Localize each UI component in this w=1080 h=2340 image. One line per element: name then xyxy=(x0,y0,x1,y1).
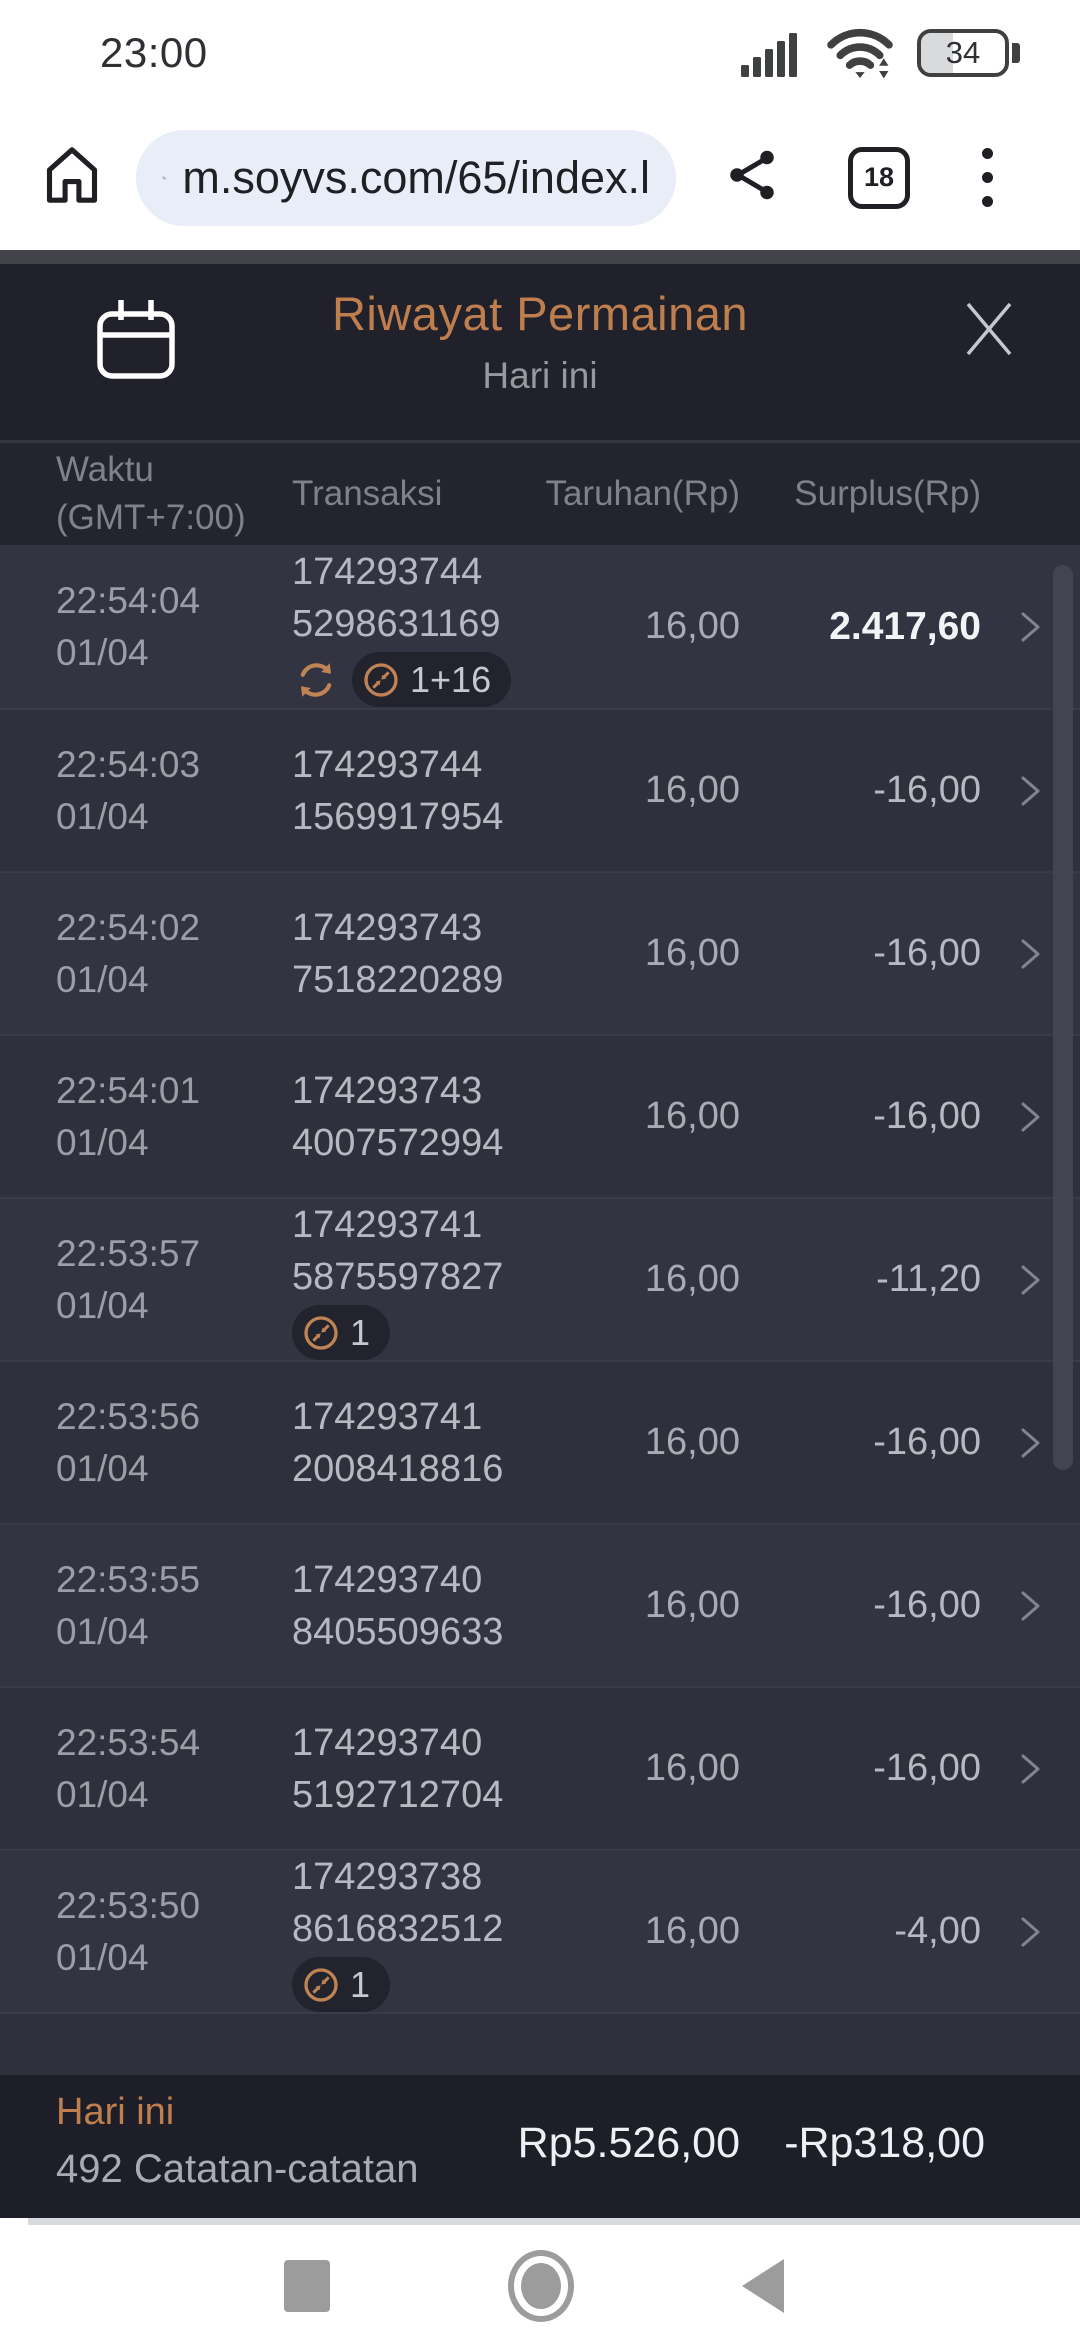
chevron-right-icon xyxy=(1021,1265,1039,1294)
chevron-right-icon xyxy=(1021,1102,1039,1131)
scrollbar-thumb[interactable] xyxy=(1053,565,1073,1470)
home-button[interactable] xyxy=(36,139,108,216)
refresh-icon xyxy=(300,662,332,697)
spin-ball-icon xyxy=(304,1315,338,1350)
android-nav-bar xyxy=(0,2225,1080,2340)
status-bar: 23:00 34 xyxy=(0,0,1080,105)
summary-total-surplus: -Rp318,00 xyxy=(784,2119,985,2167)
close-icon xyxy=(966,302,1012,356)
table-row[interactable]: 22:54:04 01/04 174293744 5298631169 xyxy=(0,545,1080,708)
table-row[interactable]: 22:53:50 01/04 174293738 8616832512 1 xyxy=(0,1849,1080,2012)
table-row[interactable]: 22:54:03 01/04 174293744 1569917954 16,00 … xyxy=(0,708,1080,871)
badge-label: 1 xyxy=(350,1963,371,2005)
spin-ball-icon xyxy=(364,662,398,697)
summary-footer: Hari ini 492 Catatan-catatan Rp5.526,00 … xyxy=(0,2075,1080,2218)
signal-icon xyxy=(741,32,797,77)
summary-record-count: 492 Catatan-catatan xyxy=(56,2147,419,2191)
freespin-badge: 1 xyxy=(292,1305,391,1360)
tab-switcher-button[interactable]: 18 xyxy=(848,146,910,209)
wifi-icon xyxy=(827,28,893,79)
freespin-badge: 1 xyxy=(292,1957,391,2012)
recents-button[interactable] xyxy=(284,2260,330,2312)
history-header: Riwayat Permainan Hari ini xyxy=(0,264,1080,440)
site-settings-icon[interactable] xyxy=(162,152,166,204)
table-row[interactable]: 22:53:57 01/04 174293741 5875597827 1 xyxy=(0,1197,1080,1360)
clock: 23:00 xyxy=(100,28,208,76)
spin-ball-icon xyxy=(304,1967,338,2002)
browser-menu-button[interactable] xyxy=(982,148,993,207)
share-button[interactable] xyxy=(722,145,782,210)
table-header: Waktu (GMT+7:00) Transaksi Taruhan(Rp) S… xyxy=(0,440,1080,545)
status-icons: 34 xyxy=(739,24,1020,82)
address-bar[interactable]: m.soyvs.com/65/index.l xyxy=(136,129,676,226)
tab-count: 18 xyxy=(863,162,895,192)
summary-total-bet: Rp5.526,00 xyxy=(517,2119,740,2167)
summary-period: Hari ini xyxy=(56,2091,175,2133)
chevron-right-icon xyxy=(1021,776,1039,805)
battery-fill xyxy=(921,32,953,73)
chevron-right-icon xyxy=(1021,1591,1039,1620)
chevron-right-icon xyxy=(1021,939,1039,968)
badge-label: 1+16 xyxy=(410,658,492,700)
close-button[interactable] xyxy=(956,296,1022,367)
horizontal-scroll-track xyxy=(28,2218,1080,2225)
url-text[interactable]: m.soyvs.com/65/index.l xyxy=(182,151,650,203)
calendar-button[interactable] xyxy=(92,294,180,389)
calendar-icon xyxy=(97,300,175,379)
col-header-time: Waktu (GMT+7:00) xyxy=(56,450,246,537)
table-row[interactable]: 22:54:02 01/04 174293743 7518220289 16,00 … xyxy=(0,871,1080,1034)
chevron-right-icon xyxy=(1021,1754,1039,1783)
table-row[interactable]: 22:53:54 01/04 174293740 5192712704 16,00 … xyxy=(0,1686,1080,1849)
back-button[interactable] xyxy=(742,2259,784,2313)
col-header-transaction: Transaksi xyxy=(292,474,443,513)
browser-toolbar: m.soyvs.com/65/index.l 18 xyxy=(0,105,1080,250)
page-top-strip xyxy=(0,250,1080,264)
page-subtitle: Hari ini xyxy=(482,355,598,396)
badge-label: 1 xyxy=(350,1311,371,1353)
table-row[interactable]: 22:54:01 01/04 174293743 4007572994 16,00 … xyxy=(0,1034,1080,1197)
chevron-right-icon xyxy=(1021,612,1039,641)
table-row[interactable]: 22:53:56 01/04 174293741 2008418816 16,00 … xyxy=(0,1360,1080,1523)
history-list: 22:54:04 01/04 174293744 5298631169 xyxy=(0,545,1080,2218)
page-title: Riwayat Permainan xyxy=(331,287,748,340)
freespin-badge: 1+16 xyxy=(352,652,512,707)
home-nav-button[interactable] xyxy=(508,2250,574,2322)
chevron-right-icon xyxy=(1021,1428,1039,1457)
chevron-right-icon xyxy=(1021,1917,1039,1946)
col-header-surplus: Surplus(Rp) xyxy=(794,474,981,513)
table-row[interactable]: 22:53:55 01/04 174293740 8405509633 16,00 … xyxy=(0,1523,1080,1686)
battery-percent: 34 xyxy=(945,34,981,70)
col-header-bet: Taruhan(Rp) xyxy=(545,474,740,513)
battery-icon: 34 xyxy=(917,28,1020,77)
